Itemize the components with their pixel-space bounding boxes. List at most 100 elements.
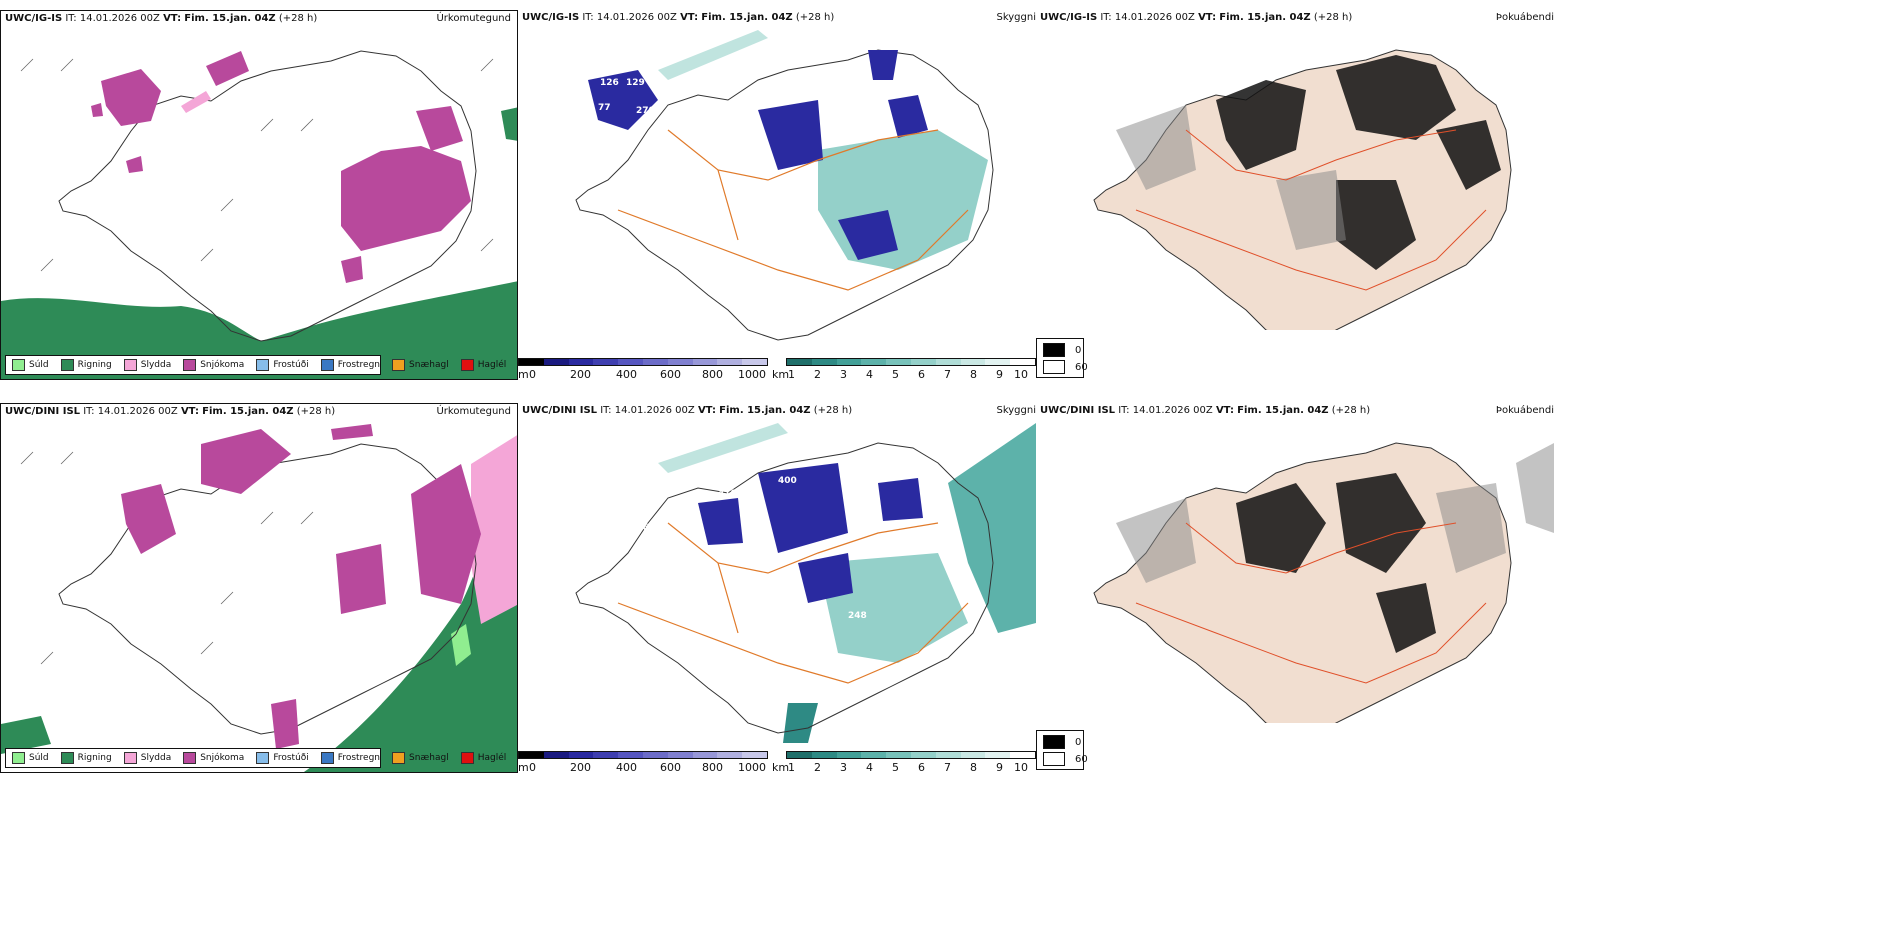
legend-swatch <box>392 752 406 764</box>
snow-area <box>336 544 386 614</box>
ceiling-label: 129 <box>626 78 645 88</box>
fog-area <box>1436 483 1506 573</box>
legend-item: Snjókoma <box>183 359 244 371</box>
ceiling-area <box>758 100 823 170</box>
colorbar-tick: 4 <box>866 761 873 773</box>
fog-area <box>1516 443 1554 533</box>
sleet-area <box>471 435 517 624</box>
snow-area <box>121 484 176 554</box>
colorbar-tick: 1 <box>788 761 795 773</box>
snow-area <box>341 146 471 251</box>
fog-key-swatch <box>1043 752 1065 766</box>
ceiling-area <box>798 553 853 603</box>
ceiling-area <box>868 50 898 80</box>
fog-indicator-panel-row1: UWC/IG-IS IT: 14.01.2026 00Z VT: Fim. 15… <box>1036 10 1554 330</box>
fog-key-swatch <box>1043 360 1065 374</box>
legend-swatch <box>320 359 334 371</box>
panel-title: Skyggni <box>996 405 1036 416</box>
ceiling-label: 476 <box>630 523 649 533</box>
legend-item: Frostregn <box>320 752 380 764</box>
snow-area <box>271 699 299 749</box>
fog-area <box>1376 583 1436 653</box>
colorbar-tick: 9 <box>996 761 1003 773</box>
colorbar-tick: 10 <box>1014 368 1028 380</box>
legend-item: Snæhagl <box>392 752 449 764</box>
colorbar-tick: 9 <box>996 368 1003 380</box>
colorbar-bar <box>518 358 768 366</box>
fog-areas <box>1236 473 1436 653</box>
ceiling-label: 126 <box>600 78 619 88</box>
sleet-area <box>181 91 211 113</box>
fog-areas <box>1216 55 1501 270</box>
road-network <box>617 129 969 291</box>
snow-area <box>91 103 103 117</box>
legend-swatch <box>256 752 270 764</box>
visibility-colorbar: km 1 2 3 4 5 6 7 8 9 10 <box>772 358 1036 380</box>
ceiling-map: 385 410 400 476 248 <box>575 423 1036 743</box>
colorbar-tick: 600 <box>660 368 681 380</box>
road-network <box>1135 522 1487 684</box>
panel-title: Skyggni <box>996 12 1036 23</box>
fog-key-row: 60 <box>1043 360 1088 374</box>
precip-type-panel-row2: UWC/DINI ISL IT: 14.01.2026 00Z VT: Fim.… <box>0 403 518 773</box>
legend-swatch <box>60 752 74 764</box>
legend-item: Súld <box>12 359 49 371</box>
ceiling-label: 385 <box>638 486 657 496</box>
colorbar-unit: km <box>772 761 790 773</box>
legend-swatch <box>460 359 474 371</box>
rain-area <box>1 716 51 754</box>
ceiling-area <box>698 498 743 545</box>
visibility-streak <box>658 423 788 473</box>
colorbar-bar <box>786 358 1036 366</box>
ceiling-label: 270 <box>636 106 655 116</box>
legend-swatch <box>12 359 25 371</box>
fog-area <box>1336 180 1416 270</box>
ceiling-visibility-panel-row1: UWC/IG-IS IT: 14.01.2026 00Z VT: Fim. 15… <box>518 10 1036 380</box>
legend-item: Slydda <box>123 359 171 371</box>
ceiling-area <box>888 95 928 138</box>
snow-area <box>416 106 463 151</box>
legend-swatch <box>183 359 197 371</box>
colorbar-tick: 8 <box>970 368 977 380</box>
snow-area <box>101 69 161 126</box>
colorbar-tick: 1000 <box>738 368 766 380</box>
colorbar-tick: 2 <box>814 368 821 380</box>
fog-areas-light <box>1116 443 1554 583</box>
fog-map <box>1093 49 1512 330</box>
iceland-land <box>1093 442 1512 723</box>
colorbar-tick: 2 <box>814 761 821 773</box>
ceiling-area <box>588 70 658 130</box>
iceland-outline <box>575 49 994 341</box>
snow-areas <box>121 424 481 749</box>
fog-key-swatch <box>1043 343 1065 357</box>
colorbar-tick: 800 <box>702 761 723 773</box>
ceiling-labels: 385 410 400 476 248 <box>630 476 867 621</box>
panel-header: UWC/IG-IS IT: 14.01.2026 00Z VT: Fim. 15… <box>5 13 318 24</box>
ceiling-colorbar: m 0 200 400 600 800 1000 <box>518 751 768 773</box>
legend-swatch <box>12 752 25 764</box>
panel-title: Þokuábendi <box>1495 12 1554 23</box>
panel-header: UWC/DINI ISL IT: 14.01.2026 00Z VT: Fim.… <box>5 406 336 417</box>
precip-map <box>1 50 517 379</box>
legend-item: Haglél <box>460 752 506 764</box>
precip-legend: Súld Rigning Slydda Snjókoma Frostúði Fr… <box>5 355 506 375</box>
fog-area <box>1236 483 1326 573</box>
low-ceiling-areas <box>588 50 928 260</box>
colorbar-tick: 1 <box>788 368 795 380</box>
visibility-area <box>948 423 1036 633</box>
colorbar-tick: 4 <box>866 368 873 380</box>
fog-area <box>1436 120 1501 190</box>
ceiling-label: 154 <box>864 268 883 278</box>
snow-area <box>201 429 291 494</box>
colorbar-tick: 3 <box>840 761 847 773</box>
colorbar-tick: 8 <box>970 761 977 773</box>
ceiling-area <box>878 478 923 521</box>
fog-key-row2: 0 60 <box>1036 730 1088 770</box>
snow-area <box>206 51 249 86</box>
wind-barbs <box>20 451 314 665</box>
road-network <box>617 522 969 684</box>
colorbar-tick: 0 <box>529 368 536 380</box>
legend-swatch <box>123 359 137 371</box>
colorbar-tick: 6 <box>918 761 925 773</box>
visibility-colorbar: km 1 2 3 4 5 6 7 8 9 10 <box>772 751 1036 773</box>
